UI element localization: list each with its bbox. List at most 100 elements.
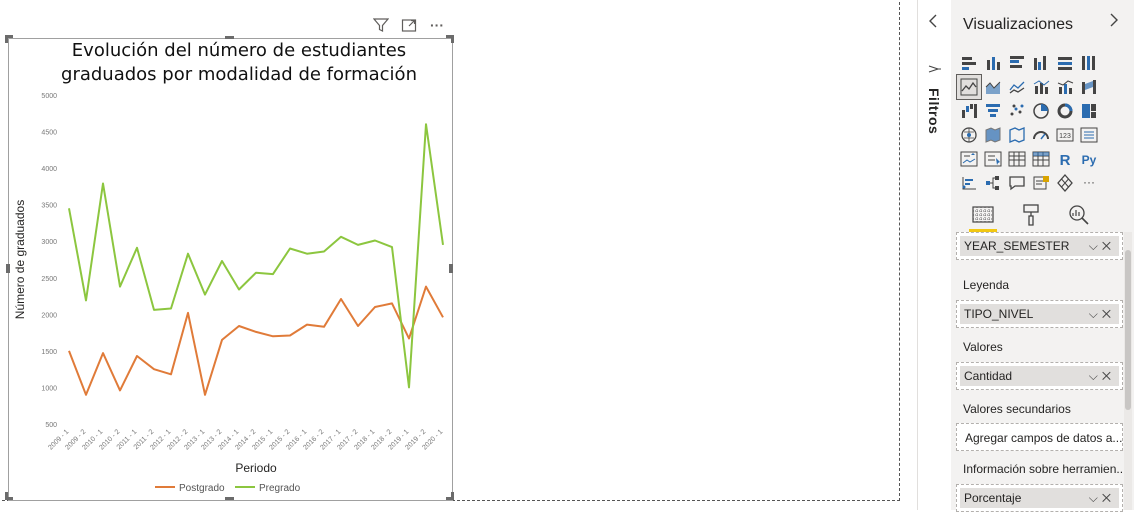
focus-mode-icon[interactable] (400, 16, 418, 34)
scatter-icon[interactable] (1005, 99, 1029, 123)
resize-handle-bl-v[interactable] (5, 492, 8, 500)
axis-well[interactable]: YEAR_SEMESTER ⌵✕ (956, 232, 1123, 260)
chevron-left-icon[interactable] (928, 14, 938, 33)
100-column-icon[interactable] (1077, 51, 1101, 75)
stacked-bar-icon[interactable] (957, 51, 981, 75)
legend-well[interactable]: TIPO_NIVEL ⌵✕ (956, 300, 1123, 328)
waterfall-icon[interactable] (957, 99, 981, 123)
resize-handle-top[interactable] (225, 36, 234, 39)
format-tab-icon[interactable] (1017, 201, 1045, 229)
chevron-down-icon[interactable]: ⌵ (1088, 307, 1102, 321)
donut-chart-icon[interactable] (1053, 99, 1077, 123)
resize-handle-right[interactable] (449, 264, 453, 273)
r-visual-icon[interactable]: R (1053, 147, 1077, 171)
data-point-postgrado (102, 352, 104, 354)
line-chart-visual[interactable]: Evolución del número de estudiantes grad… (8, 38, 453, 501)
resize-handle-tl-v[interactable] (5, 35, 8, 43)
remove-icon[interactable]: ✕ (1101, 491, 1115, 505)
field-controls[interactable]: ⌵✕ (1089, 491, 1115, 506)
resize-handle-bottom[interactable] (225, 497, 234, 500)
matrix-icon[interactable] (1029, 147, 1053, 171)
stacked-area-icon[interactable] (1005, 75, 1029, 99)
series-line-postgrado (68, 285, 444, 396)
tooltips-well[interactable]: Porcentaje ⌵✕ (956, 484, 1123, 512)
remove-icon[interactable]: ✕ (1101, 239, 1115, 253)
area-chart-icon[interactable] (981, 75, 1005, 99)
y-tick-label: 2500 (41, 276, 57, 283)
remove-icon[interactable]: ✕ (1101, 369, 1115, 383)
filters-label[interactable]: Filtros (926, 88, 942, 135)
more-options-icon[interactable]: ··· (430, 17, 444, 33)
filter-icon[interactable] (372, 16, 390, 34)
chevron-down-icon[interactable]: ⌵ (1088, 369, 1102, 383)
smart-narrative-icon[interactable] (1029, 171, 1053, 195)
values-well[interactable]: Cantidad ⌵✕ (956, 362, 1123, 390)
data-point-pregrado (187, 253, 189, 255)
more-visuals-icon[interactable]: ··· (1077, 171, 1101, 195)
pie-chart-icon[interactable] (1029, 99, 1053, 123)
resize-handle-tl[interactable] (5, 35, 13, 38)
map-icon[interactable] (957, 123, 981, 147)
chevron-down-icon[interactable]: ⌵ (1088, 239, 1102, 253)
stacked-column-icon[interactable] (981, 51, 1005, 75)
resize-handle-tr[interactable] (446, 35, 454, 38)
100-bar-icon[interactable] (1053, 51, 1077, 75)
pane-scrollbar[interactable] (1124, 232, 1132, 510)
field-controls[interactable]: ⌵✕ (1089, 369, 1115, 384)
chevron-right-icon[interactable] (1109, 13, 1119, 32)
chart-plot: 5001000150020002500300035004000450050002… (13, 93, 444, 494)
resize-handle-bl[interactable] (5, 497, 13, 500)
field-controls[interactable]: ⌵✕ (1089, 239, 1115, 254)
resize-handle-br[interactable] (446, 497, 454, 500)
data-point-postgrado (68, 350, 70, 352)
filled-map-icon[interactable] (981, 123, 1005, 147)
line-stacked-column-icon[interactable] (1053, 75, 1077, 99)
clustered-bar-icon[interactable] (1005, 51, 1029, 75)
data-point-pregrado (289, 248, 291, 250)
multi-row-card-icon[interactable] (1077, 123, 1101, 147)
field-pill-values[interactable]: Cantidad ⌵✕ (960, 366, 1119, 386)
filters-pane-collapsed[interactable]: Filtros (917, 0, 952, 510)
card-icon[interactable]: 123 (1053, 123, 1077, 147)
secondary-values-well[interactable]: Agregar campos de datos a... (956, 423, 1123, 451)
chevron-down-icon[interactable]: ⌵ (1088, 491, 1102, 505)
data-point-pregrado (306, 253, 308, 255)
key-influencers-icon[interactable] (957, 171, 981, 195)
gauge-icon[interactable] (1029, 123, 1053, 147)
y-tick-label: 5000 (41, 93, 57, 100)
analytics-tab-icon[interactable] (1065, 201, 1093, 229)
field-controls[interactable]: ⌵✕ (1089, 307, 1115, 322)
chart-title-line-1: Evolución del número de estudiantes (71, 40, 407, 61)
qa-icon[interactable] (1005, 171, 1029, 195)
data-point-pregrado (221, 260, 223, 262)
pane-scrollbar-thumb[interactable] (1125, 250, 1131, 410)
ribbon-chart-icon[interactable] (1077, 75, 1101, 99)
data-point-pregrado (153, 309, 155, 311)
y-tick-label: 1000 (41, 385, 57, 392)
treemap-icon[interactable] (1077, 99, 1101, 123)
resize-handle-left[interactable] (6, 264, 10, 273)
remove-icon[interactable]: ✕ (1101, 307, 1115, 321)
data-point-postgrado (425, 286, 427, 288)
clustered-column-icon[interactable] (1029, 51, 1053, 75)
table-icon[interactable] (1005, 147, 1029, 171)
data-point-pregrado (238, 288, 240, 290)
field-pill-axis[interactable]: YEAR_SEMESTER ⌵✕ (960, 236, 1119, 256)
field-name: TIPO_NIVEL (964, 307, 1034, 321)
resize-handle-br-v[interactable] (451, 492, 454, 500)
line-chart-icon[interactable] (956, 74, 982, 100)
line-clustered-column-icon[interactable] (1029, 75, 1053, 99)
shape-map-icon[interactable] (1005, 123, 1029, 147)
resize-handle-tr-v[interactable] (451, 35, 454, 43)
python-visual-icon[interactable]: Py (1077, 147, 1101, 171)
slicer-icon[interactable] (981, 147, 1005, 171)
field-pill-legend[interactable]: TIPO_NIVEL ⌵✕ (960, 304, 1119, 324)
paginated-report-icon[interactable] (1053, 171, 1077, 195)
decomposition-tree-icon[interactable] (981, 171, 1005, 195)
field-pill-tooltips[interactable]: Porcentaje ⌵✕ (960, 488, 1119, 508)
kpi-icon[interactable] (957, 147, 981, 171)
data-point-pregrado (442, 244, 444, 246)
fields-tab-icon[interactable] (969, 201, 997, 232)
funnel-icon[interactable] (981, 99, 1005, 123)
svg-text:Py: Py (1082, 153, 1097, 167)
